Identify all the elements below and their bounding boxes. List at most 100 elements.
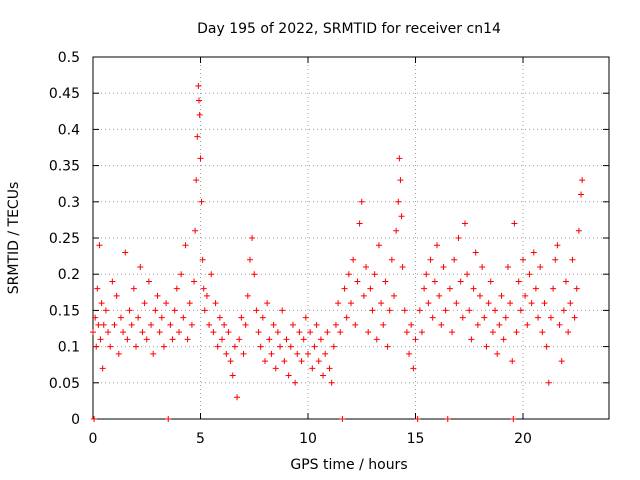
data-point [234,394,241,401]
data-point [337,329,344,336]
data-point [468,336,475,343]
data-point [382,278,389,285]
axis-ticks: 0 0.05 0.1 0.15 0.2 0.25 0.3 0.35 0.4 0.45 0.5 0 5 10… [49,50,609,447]
data-point [154,292,161,299]
data-point [120,329,127,336]
data-point [98,300,105,307]
data-point [528,300,535,307]
data-point [386,307,393,314]
data-point [328,379,335,386]
data-point [494,350,501,357]
data-point [453,300,460,307]
data-point [139,329,146,336]
data-point [360,292,367,299]
data-point [150,350,157,357]
data-point [266,336,273,343]
data-point [95,321,102,328]
data-point [171,307,178,314]
data-point [313,321,320,328]
data-point [446,285,453,292]
data-point [535,314,542,321]
data-point [193,177,200,184]
data-point [455,235,462,241]
data-point [406,350,413,357]
data-point [300,336,307,343]
data-point [214,343,221,350]
data-point [352,321,359,328]
data-point [130,285,137,292]
data-point [315,358,322,365]
data-point [410,365,417,372]
y-tick-label: 0.45 [49,86,80,102]
data-point [532,285,539,292]
data-point [294,350,301,357]
data-point [408,321,415,328]
data-point [163,300,170,307]
data-point [105,329,112,336]
data-point [292,379,299,386]
data-point [358,198,365,205]
data-point [444,416,451,422]
data-point [124,336,131,343]
data-point [99,365,106,372]
data-point [354,278,361,285]
data-point [128,321,135,328]
data-point [332,321,339,328]
data-point [416,307,423,314]
data-point [500,336,507,343]
data-point [414,416,421,422]
data-point [199,256,206,263]
data-point [378,300,385,307]
data-point [113,292,120,299]
data-point [526,271,533,278]
data-point [117,314,124,321]
data-point [429,314,436,321]
data-point [418,329,425,336]
data-point [350,256,357,263]
data-point [305,350,311,357]
data-point [196,111,203,118]
data-point [537,263,544,270]
data-point [227,358,234,365]
data-point [436,292,443,299]
data-point [186,300,193,307]
data-point [176,329,182,336]
data-point [143,336,150,343]
chart-title: Day 195 of 2022, SRMTID for receiver cn1… [197,21,501,37]
data-point [115,350,122,357]
data-point [219,336,225,343]
data-point [287,343,294,350]
data-point [399,263,406,270]
data-point [371,271,378,278]
data-point [477,292,483,299]
data-point [126,307,133,314]
data-point [201,307,208,314]
data-point [182,242,189,249]
data-point [579,177,586,184]
data-point [397,177,404,184]
y-tick-label: 0 [71,412,80,428]
data-point [191,278,198,285]
y-tick-label: 0.35 [49,159,80,175]
data-point [541,300,548,307]
data-point [203,292,210,299]
data-point [322,350,329,357]
data-point [197,155,204,162]
data-point [206,321,213,328]
data-point [302,314,309,321]
data-point [167,321,174,328]
data-point [427,256,434,263]
data-point [384,343,391,350]
data-point [483,343,490,350]
data-point [240,350,247,357]
data-point [479,263,486,270]
data-point [520,256,526,263]
x-tick-label: 20 [514,431,532,447]
data-point [320,372,327,379]
grid-lines [93,57,609,419]
data-point [274,329,281,336]
data-point [324,329,331,336]
data-point [251,271,258,278]
data-point [92,314,99,321]
y-tick-label: 0.5 [58,50,80,66]
